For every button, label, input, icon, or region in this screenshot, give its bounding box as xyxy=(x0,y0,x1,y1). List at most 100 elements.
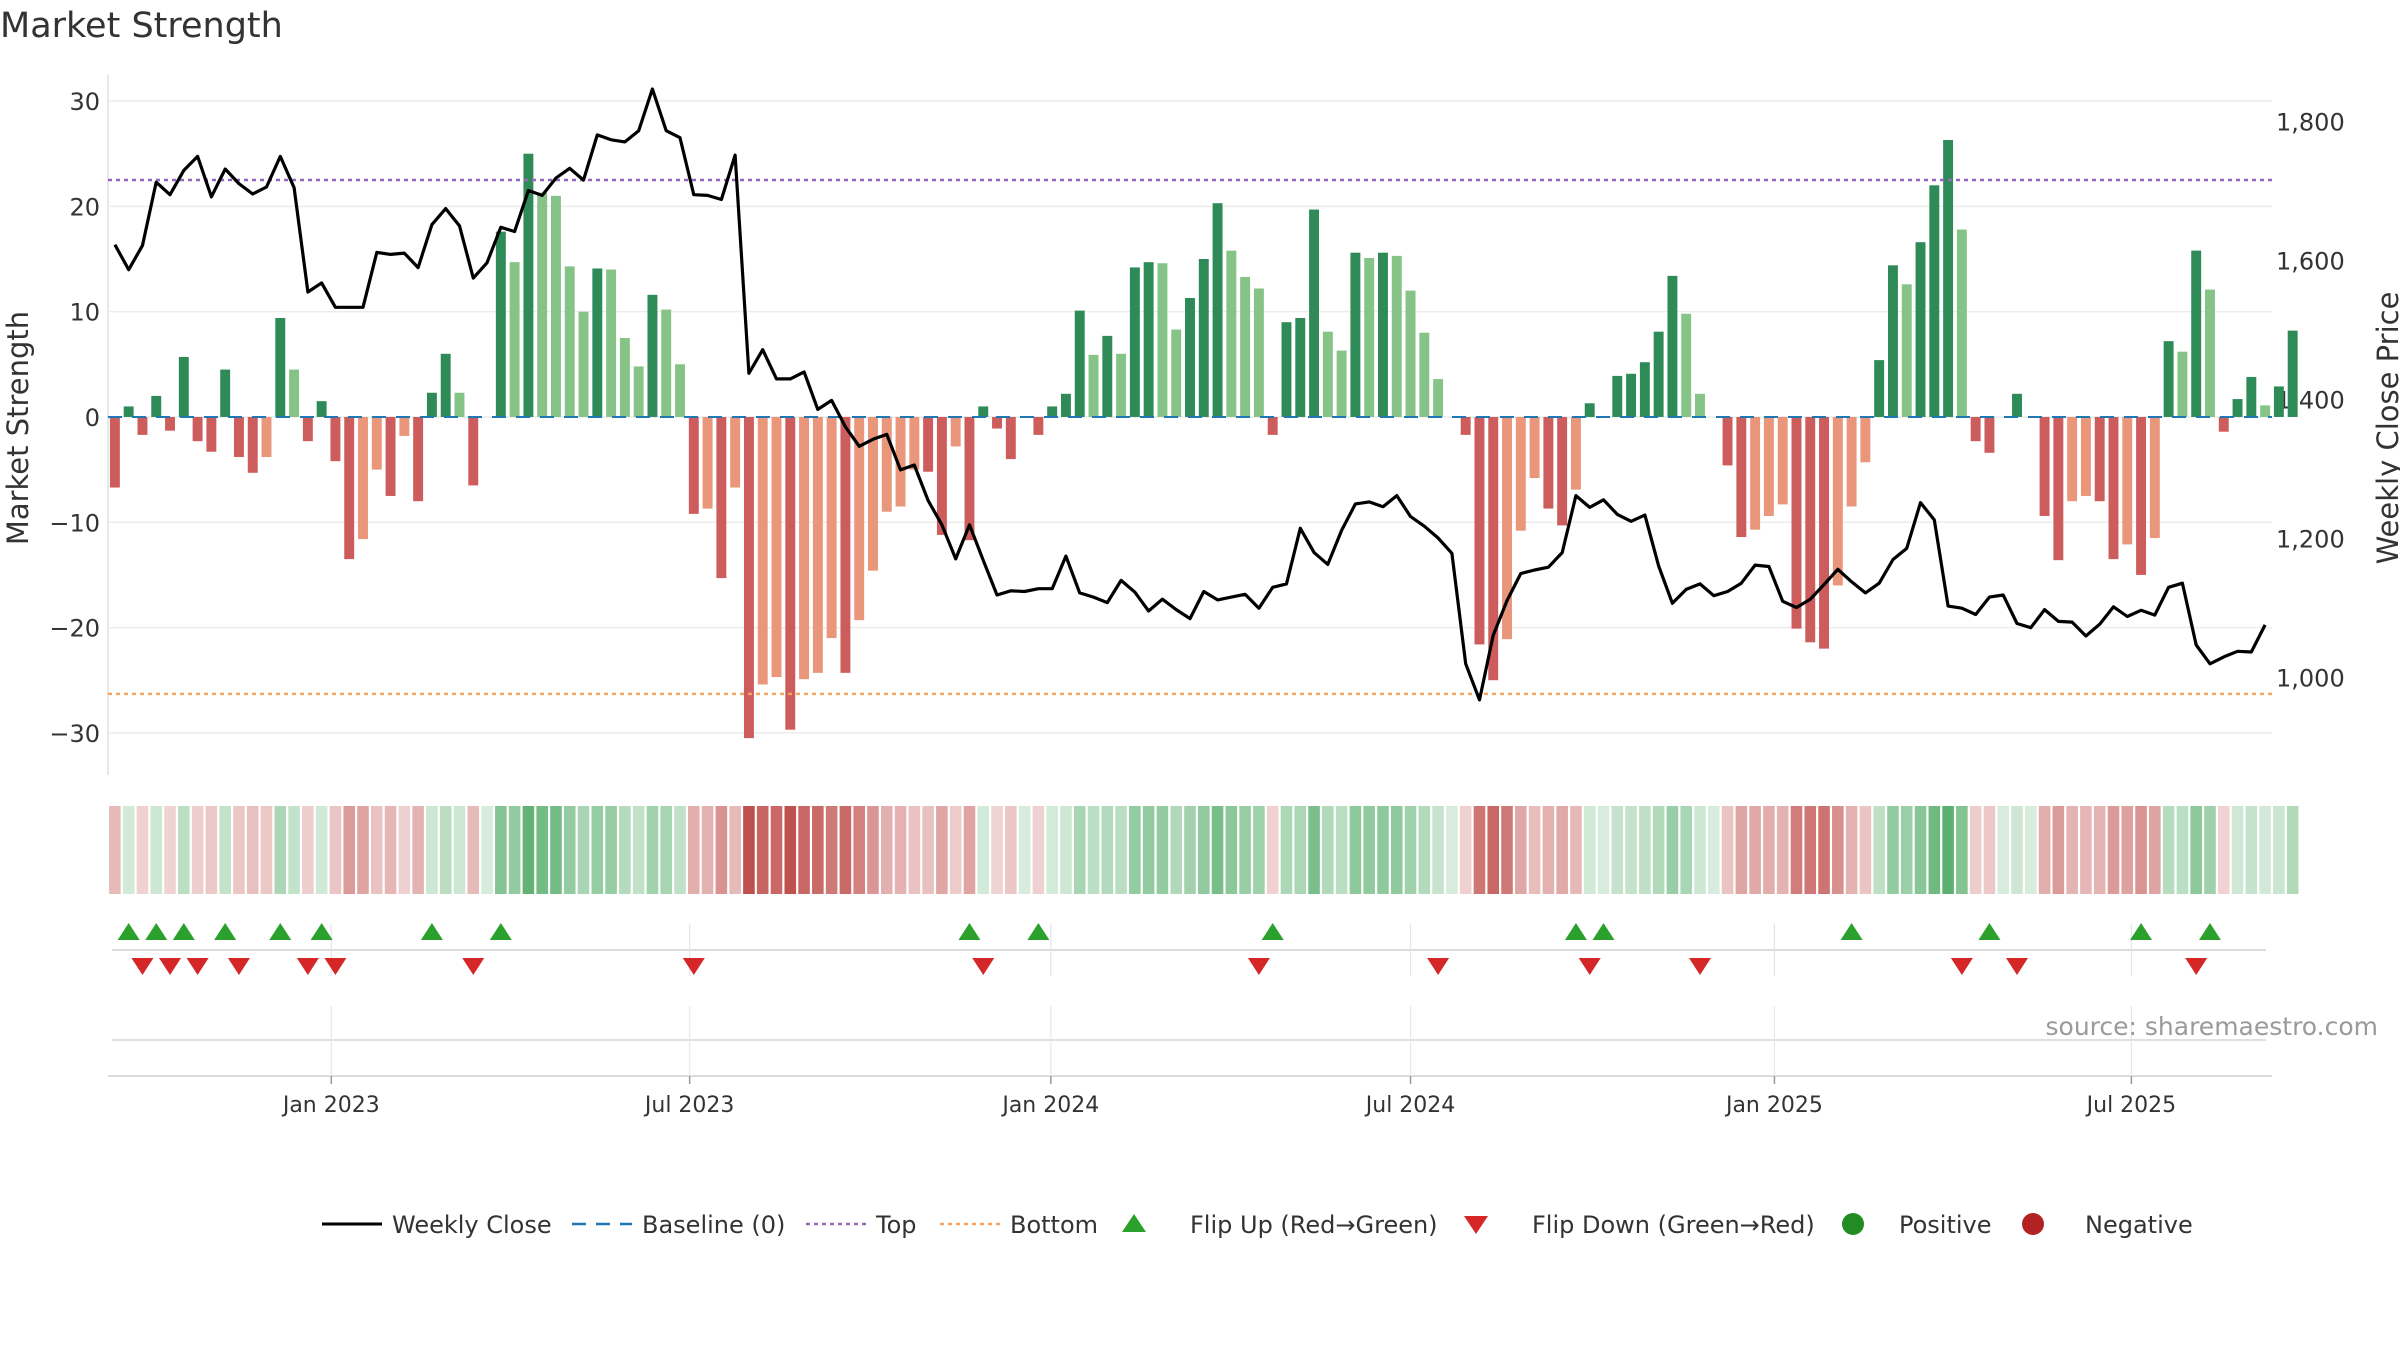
strip-cell xyxy=(412,806,424,894)
strength-bar xyxy=(2260,405,2271,417)
strength-bar xyxy=(647,294,658,417)
strip-cell xyxy=(1390,806,1403,894)
strength-bar xyxy=(1143,262,1154,417)
strip-cell xyxy=(2025,806,2037,894)
flip-down-marker xyxy=(1578,958,1601,975)
strength-bar xyxy=(2246,376,2257,417)
strip-cell xyxy=(577,806,590,894)
strength-bar xyxy=(206,416,217,452)
legend-label: Positive xyxy=(1899,1211,1992,1239)
strength-bar xyxy=(275,317,286,417)
strength-bar xyxy=(192,416,203,442)
strength-bar xyxy=(220,369,231,417)
strip-cell xyxy=(205,806,218,894)
strip-cell xyxy=(1060,806,1072,894)
strength-bar xyxy=(1515,416,1526,531)
strip-cell xyxy=(1170,806,1183,894)
legend-label: Top xyxy=(875,1211,917,1239)
strength-bar xyxy=(812,416,823,673)
strip-cell xyxy=(2204,806,2216,894)
strength-bar xyxy=(1887,265,1898,417)
strength-bar xyxy=(757,416,768,685)
strength-bar xyxy=(1433,379,1444,417)
strip-cell xyxy=(1018,806,1031,894)
y-left-tick-label: 30 xyxy=(69,88,100,116)
weekly-close-line xyxy=(113,87,2267,702)
strength-bar xyxy=(688,416,699,514)
x-axis: Jan 2023 Jul 2023 Jan 2024 Jul 2024 Jan 2025… xyxy=(108,1006,2272,1118)
strip-cell xyxy=(1005,806,1017,894)
flip-down-marker xyxy=(462,958,485,975)
strip-cell xyxy=(495,806,507,894)
strength-bar xyxy=(868,416,878,571)
strip-cell xyxy=(550,806,562,894)
y-left-tick-label: 20 xyxy=(69,193,100,221)
strip-cell xyxy=(1349,806,1362,894)
strip-cell xyxy=(2273,806,2285,894)
strip-cell xyxy=(343,806,355,894)
strip-cell xyxy=(563,806,576,894)
strength-bar xyxy=(316,401,327,417)
strength-bar xyxy=(661,309,672,417)
strip-cell xyxy=(2176,806,2189,894)
strip-cell xyxy=(329,806,342,894)
strength-bar xyxy=(1185,297,1195,417)
strip-cell xyxy=(302,806,314,894)
strength-bar xyxy=(1901,284,1912,417)
strip-cell xyxy=(867,806,879,894)
y-left-tick-label: −30 xyxy=(49,720,100,748)
legend-item-flip-up: Flip Up (Red→Green) xyxy=(1122,1211,1438,1239)
strip-cell xyxy=(1142,806,1155,894)
strength-bar xyxy=(1253,288,1264,417)
strength-heat-strip xyxy=(109,806,2299,894)
strip-cell xyxy=(522,806,535,894)
flip-up-marker xyxy=(310,923,333,940)
strength-bar xyxy=(523,153,534,417)
legend-item-bottom: Bottom xyxy=(940,1211,1098,1239)
strip-cell xyxy=(1046,806,1058,894)
flip-down-marker xyxy=(682,958,705,975)
strip-cell xyxy=(233,806,245,894)
strip-cell xyxy=(1363,806,1375,894)
strength-bar xyxy=(675,364,685,417)
y-right-tick-label: 1,000 xyxy=(2276,665,2345,693)
strength-bar xyxy=(1488,416,1499,681)
legend-item-line: Weekly Close xyxy=(322,1211,552,1239)
strip-cell xyxy=(715,806,728,894)
strength-bar xyxy=(1943,140,1954,417)
flip-down-marker xyxy=(1950,958,1973,975)
strip-cell xyxy=(1211,806,1224,894)
strip-cell xyxy=(2259,806,2271,894)
strip-cell xyxy=(963,806,976,894)
strength-bar xyxy=(1060,393,1071,417)
strength-bar xyxy=(1171,329,1182,417)
strength-bar xyxy=(936,416,947,535)
y-left-tick-label: −20 xyxy=(49,615,100,643)
strip-cell xyxy=(1184,806,1196,894)
strength-bar xyxy=(923,416,934,472)
strength-bar xyxy=(1777,416,1788,505)
y-axis-left: 30 20 10 0 −10 −20 −30 xyxy=(49,88,100,748)
strength-bar xyxy=(440,353,451,417)
strip-cell xyxy=(1983,806,1996,894)
strip-cell xyxy=(1707,806,1720,894)
strength-bar xyxy=(426,392,437,417)
flip-down-marker xyxy=(972,958,995,975)
legend: Weekly Close Baseline (0) Top Bottom Flip Up… xyxy=(322,1211,2193,1239)
strip-cell xyxy=(1583,806,1596,894)
strip-cell xyxy=(136,806,149,894)
legend-swatch-positive xyxy=(1842,1213,1864,1235)
flip-up-marker xyxy=(269,923,292,940)
strength-bar xyxy=(247,416,258,473)
strip-cell xyxy=(1942,806,1954,894)
flip-up-marker xyxy=(489,923,512,940)
strip-cell xyxy=(1611,806,1624,894)
strip-cell xyxy=(1721,806,1734,894)
x-tick-label: Jul 2023 xyxy=(643,1093,735,1118)
strength-bar xyxy=(1047,406,1058,417)
strip-cell xyxy=(2038,806,2051,894)
strength-bar xyxy=(385,416,396,496)
strip-cell xyxy=(646,806,659,894)
strip-cell xyxy=(2011,806,2023,894)
